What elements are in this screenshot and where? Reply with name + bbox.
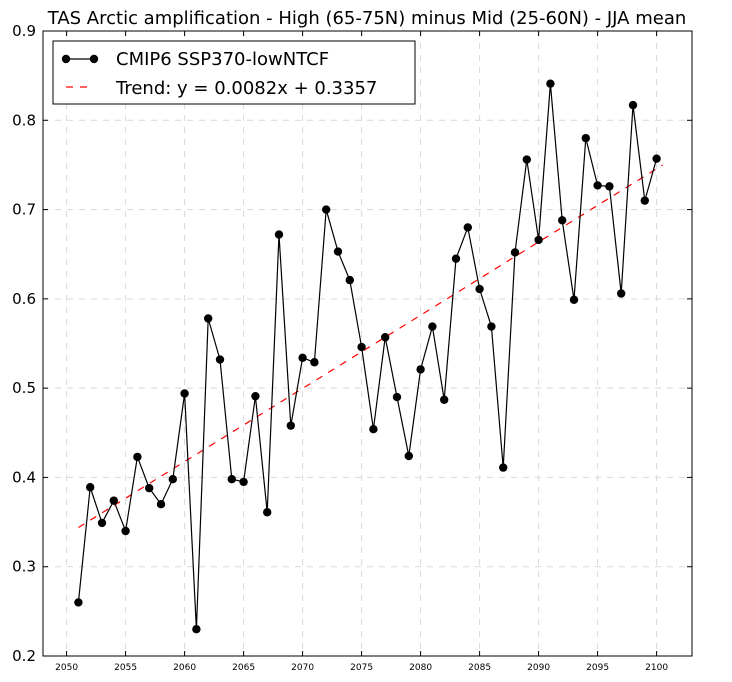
data-point — [322, 205, 331, 214]
data-point — [274, 230, 284, 239]
data-point — [97, 518, 107, 528]
trend-layer — [78, 164, 663, 529]
x-tick-label: 2095 — [586, 663, 609, 673]
data-point — [357, 342, 366, 352]
legend-trend-label: Trend: y = 0.0082x + 0.3357 — [115, 78, 377, 99]
data-point — [522, 155, 531, 164]
data-point — [310, 358, 319, 367]
data-point — [569, 295, 579, 304]
data-point — [74, 598, 83, 607]
data-point — [86, 483, 95, 492]
grid-layer — [43, 31, 692, 656]
data-point — [156, 500, 166, 509]
y-tick-label: 0.2 — [12, 647, 36, 665]
data-point — [298, 353, 307, 362]
trend-line — [78, 164, 663, 529]
x-tick-label: 2065 — [232, 663, 255, 673]
x-tick-label: 2085 — [468, 663, 491, 673]
y-tick-label: 0.4 — [12, 468, 36, 486]
legend-series-marker-right — [89, 54, 99, 64]
y-tick-label: 0.8 — [12, 111, 36, 129]
series-line — [77, 83, 658, 630]
x-tick-label: 2060 — [173, 663, 196, 673]
data-point — [369, 425, 378, 434]
data-point — [581, 133, 590, 143]
data-point — [475, 284, 484, 294]
data-point — [227, 475, 236, 484]
legend: CMIP6 SSP370-lowNTCF Trend: y = 0.0082x … — [52, 40, 416, 105]
data-point — [381, 333, 390, 342]
x-tick-label: 2100 — [645, 663, 668, 673]
data-point — [345, 275, 354, 285]
legend-series-marker-left — [61, 54, 71, 64]
x-tick-label: 2070 — [291, 663, 314, 673]
data-point — [251, 391, 260, 401]
data-point — [558, 216, 567, 225]
y-tick-label: 0.3 — [12, 558, 36, 576]
data-point — [451, 254, 461, 263]
ticks-layer: 0.2 0.3 0.4 0.5 0.6 0.7 0.8 0.9 2050 2055 2060 2065… — [12, 22, 692, 673]
data-point — [463, 223, 472, 232]
data-point — [168, 475, 177, 484]
data-point — [121, 526, 130, 536]
data-point — [593, 181, 602, 190]
data-point — [487, 322, 496, 331]
data-point — [510, 248, 520, 257]
data-point — [416, 365, 425, 374]
x-tick-label: 2055 — [114, 663, 137, 673]
x-tick-label: 2090 — [527, 663, 550, 673]
data-point — [428, 322, 437, 331]
data-point — [204, 314, 213, 323]
y-tick-label: 0.5 — [12, 379, 36, 397]
plot-frame — [42, 30, 693, 657]
data-point — [333, 247, 343, 256]
legend-series-label: CMIP6 SSP370-lowNTCF — [116, 49, 329, 70]
data-point — [145, 483, 154, 493]
data-point — [133, 452, 142, 462]
chart-title: TAS Arctic amplification - High (65-75N)… — [47, 8, 687, 29]
data-point — [286, 421, 295, 430]
legend-box — [52, 40, 416, 105]
data-point — [499, 463, 508, 472]
data-point — [546, 79, 555, 88]
x-tick-label: 2080 — [409, 663, 432, 673]
data-point — [652, 154, 661, 163]
data-point — [404, 451, 413, 461]
series-layer — [74, 79, 661, 634]
x-tick-label: 2050 — [55, 663, 78, 673]
data-point — [192, 625, 201, 634]
data-point — [617, 289, 626, 298]
data-point — [534, 235, 543, 245]
y-tick-label: 0.6 — [12, 290, 36, 308]
x-tick-label: 2075 — [350, 663, 373, 673]
y-tick-label: 0.7 — [12, 201, 36, 219]
data-point — [215, 355, 225, 364]
data-point — [392, 392, 402, 402]
data-point — [440, 395, 449, 404]
data-point — [263, 508, 272, 517]
data-point — [180, 389, 189, 398]
data-point — [109, 496, 119, 505]
data-point — [605, 182, 614, 191]
y-tick-label: 0.9 — [12, 22, 36, 40]
data-point — [628, 100, 638, 110]
data-point — [640, 196, 649, 205]
data-point — [239, 477, 248, 487]
